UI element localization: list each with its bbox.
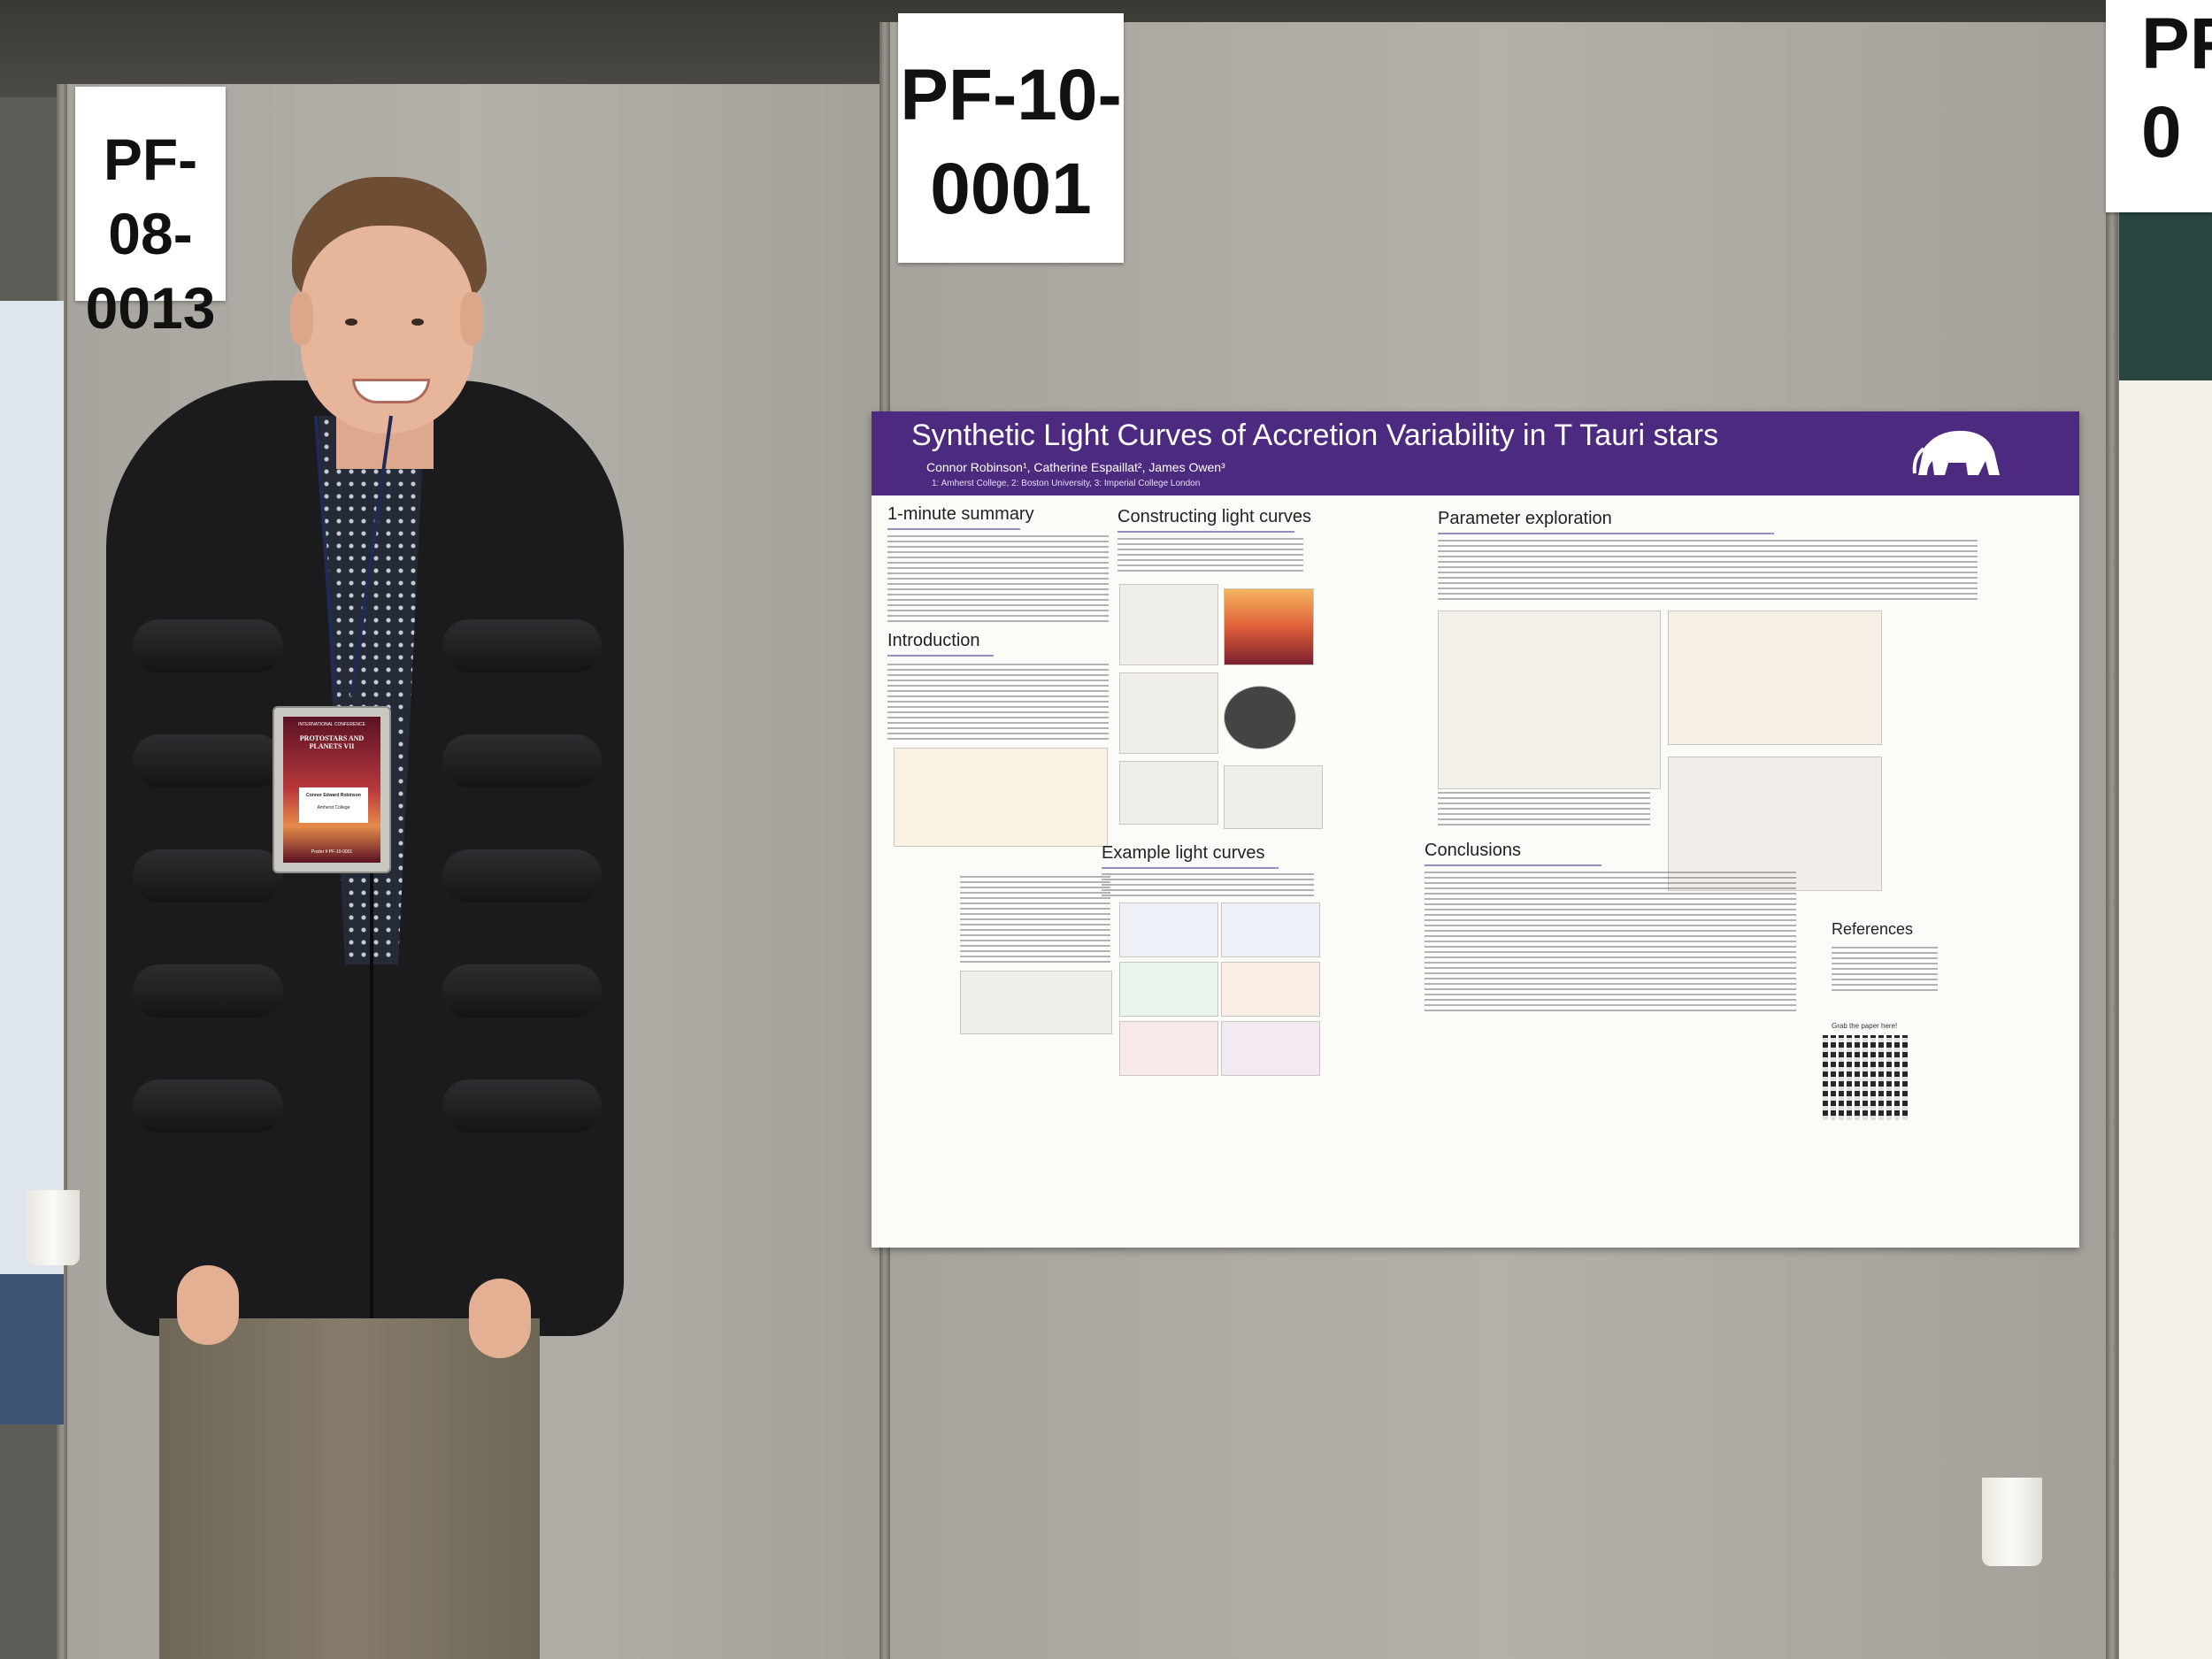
science-poster: Synthetic Light Curves of Accretion Vari…: [872, 411, 2079, 1248]
right-eye: [411, 319, 424, 326]
shock-model-figure: [1224, 588, 1314, 665]
board-number-line: PF: [2141, 4, 2212, 84]
text-block: [960, 876, 1110, 964]
board-number-line: PF-08-: [103, 127, 198, 266]
jacket-quilt-band: [442, 1079, 602, 1133]
text-block: [887, 664, 1109, 743]
model-step-figure: [1119, 761, 1218, 825]
qr-code-overlay: [1823, 1035, 1908, 1120]
badge-conference-title: PROTOSTARS AND PLANETS VII: [299, 734, 365, 750]
board-number-line: 0001: [930, 149, 1092, 229]
text-block: [1438, 792, 1650, 827]
qm-parameter-figure: [1668, 611, 1882, 745]
example-light-curve: [1221, 962, 1320, 1017]
section-rule: [887, 655, 994, 657]
section-heading: Introduction: [887, 631, 980, 650]
qm-inclination-figure: [1668, 757, 1882, 891]
khaki-pants: [159, 1318, 540, 1659]
board-pole: [2106, 0, 2118, 1659]
left-eye: [345, 319, 357, 326]
jacket-quilt-band: [133, 849, 283, 902]
right-ear: [460, 292, 483, 345]
section-rule: [1425, 864, 1601, 866]
badge-organization: Amherst College: [317, 805, 350, 810]
text-block: [887, 535, 1109, 624]
text-block: [1425, 872, 1796, 1013]
jacket-quilt-band: [442, 849, 602, 902]
board-number-line: 0013: [85, 275, 216, 341]
section-heading: References: [1832, 920, 1914, 938]
poster-authors: Connor Robinson¹, Catherine Espaillat², …: [926, 460, 1225, 474]
name-badge: INTERNATIONAL CONFERENCE PROTOSTARS AND …: [273, 706, 391, 873]
model-step-figure: [1119, 672, 1218, 754]
example-light-curve: [1119, 902, 1218, 957]
left-hand: [177, 1265, 239, 1345]
section-heading: Example light curves: [1102, 843, 1265, 863]
model-step-figure: [1119, 584, 1218, 665]
mammoth-logo-icon: [1912, 430, 2000, 475]
jacket-zipper: [370, 726, 373, 1336]
poster-title: Synthetic Light Curves of Accretion Vari…: [911, 419, 1719, 452]
badge-name: Connor Edward Robinson: [306, 793, 361, 798]
badge-card-art: INTERNATIONAL CONFERENCE PROTOSTARS AND …: [283, 717, 380, 863]
board-number-label-right: PF 0: [2106, 0, 2212, 212]
section-heading: 1-minute summary: [887, 504, 1034, 524]
light-curve-figure: [1224, 765, 1323, 829]
section-rule: [887, 528, 1020, 530]
board-number-line: PF-10-: [900, 55, 1122, 135]
left-ear: [290, 292, 313, 345]
jacket-quilt-band: [442, 964, 602, 1018]
qr-caption: Grab the paper here!: [1832, 1022, 1898, 1030]
neighbor-poster-left-dark-panel: [0, 1274, 64, 1425]
jacket-quilt-band: [133, 1079, 283, 1133]
jacket-quilt-band: [133, 619, 283, 672]
example-light-curve: [1221, 902, 1320, 957]
light-curve-figure: [960, 971, 1112, 1034]
right-hand: [469, 1279, 531, 1358]
badge-name-card: Connor Edward Robinson Amherst College: [299, 787, 368, 823]
example-light-curve: [1119, 962, 1218, 1017]
board-number-line: 0: [2141, 92, 2182, 173]
section-rule: [1118, 531, 1294, 533]
star-sphere-figure: [1224, 686, 1296, 749]
text-block: [1118, 538, 1303, 575]
section-heading: Constructing light curves: [1118, 507, 1311, 526]
qm-space-figure: [1438, 611, 1661, 789]
poster-header: [872, 411, 2079, 495]
jacket-quilt-band: [442, 734, 602, 787]
section-rule: [1438, 533, 1774, 534]
paper-cup: [27, 1190, 80, 1265]
poster-affiliations: 1: Amherst College, 2: Boston University…: [932, 479, 1201, 488]
board-number-label-center: PF-10- 0001: [898, 13, 1124, 263]
board-number-label-left: PF-08- 0013: [75, 87, 226, 341]
jacket-quilt-band: [133, 734, 283, 787]
section-rule: [1102, 867, 1279, 869]
example-light-curve: [1119, 1021, 1218, 1076]
neighbor-poster-right: [2119, 380, 2212, 1659]
jacket-quilt-band: [442, 619, 602, 672]
badge-conference-line: INTERNATIONAL CONFERENCE: [298, 722, 365, 727]
section-heading: Conclusions: [1425, 841, 1521, 860]
badge-poster-number: Poster # PF-10-0001: [311, 849, 353, 855]
example-light-curve: [1221, 1021, 1320, 1076]
paper-cup: [1982, 1478, 2042, 1566]
text-block: [1438, 540, 1978, 602]
text-block: [1832, 947, 1938, 991]
section-heading: Parameter exploration: [1438, 509, 1612, 528]
text-block: [1102, 873, 1314, 898]
accretion-diagram: [894, 748, 1108, 847]
jacket-quilt-band: [133, 964, 283, 1018]
